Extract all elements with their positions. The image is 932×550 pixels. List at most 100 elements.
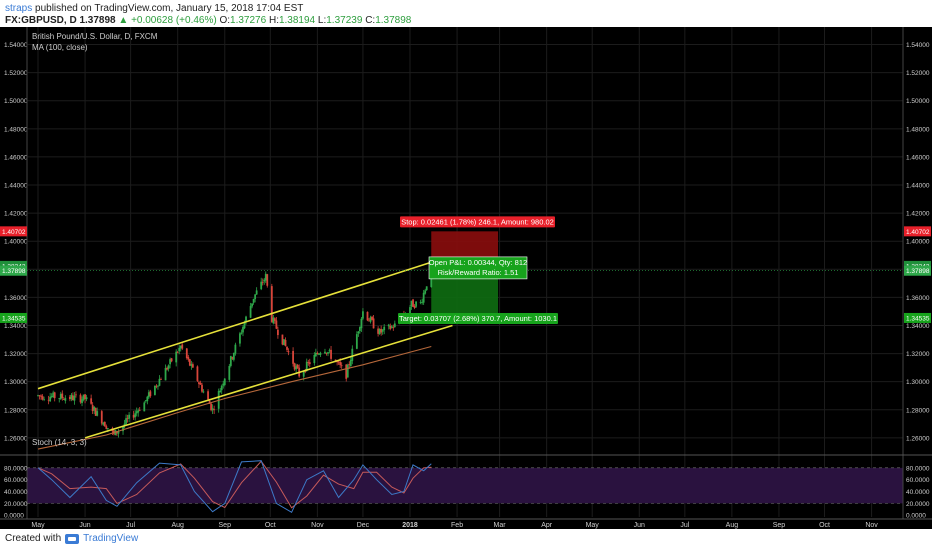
price-marker-target-right [904, 312, 931, 323]
high-label: H: [268, 15, 279, 26]
candle-body [106, 428, 109, 429]
price-chart-svg[interactable]: May Jun Jul Aug Sep Oct Nov Dec 2018 Feb Mar Apr May… [0, 27, 932, 529]
candle-body [68, 396, 71, 400]
candle-body [319, 352, 322, 355]
candle-body [100, 411, 103, 424]
candle-body [275, 320, 278, 329]
candle-body [125, 418, 127, 424]
candle-body [239, 333, 241, 344]
candle-body [252, 298, 255, 303]
x-tick-label: 2018 [402, 522, 418, 529]
y-tick-label-left: 1.36000 [4, 295, 28, 302]
stoch-band-fill [27, 467, 903, 504]
price-marker-text-stop-right: 1.40702 [906, 229, 930, 236]
candle-body [91, 405, 94, 412]
candle-body [292, 350, 294, 364]
candle-body [232, 352, 235, 360]
candle-body [228, 366, 231, 380]
candle-body [277, 329, 279, 336]
candle-body [325, 352, 328, 354]
y-tick-label-right: 1.26000 [906, 435, 930, 442]
tradingview-link[interactable]: TradingView [83, 533, 139, 544]
candle-body [255, 290, 258, 295]
candle-body [50, 396, 53, 398]
candle-body [211, 408, 214, 411]
published-text: published on TradingView.com, January 15… [35, 3, 304, 14]
pnl-box [428, 256, 528, 280]
candle-body [360, 318, 363, 329]
created-with-text: Created with [5, 533, 62, 544]
candle-body [264, 273, 267, 281]
candle-body [307, 362, 310, 364]
y-tick-label-left: 1.54000 [4, 42, 28, 49]
stoch-y-tick-left: 60.0000 [4, 477, 28, 484]
x-tick-label: May [586, 522, 600, 529]
stoch-indicator-label: Stoch (14, 3, 3) [32, 438, 87, 447]
candle-body [380, 328, 383, 333]
ohlc-line: FX:GBPUSD, D 1.37898 ▲ +0.00628 (+0.46%)… [5, 15, 411, 26]
y-tick-label-left: 1.32000 [4, 351, 28, 358]
candle-body [337, 361, 340, 363]
candle-body [272, 317, 275, 324]
price-marker-stop-right [904, 226, 931, 237]
tradingview-logo-icon [65, 533, 80, 544]
candle-body [368, 320, 370, 322]
target-label-text: Target: 0.03707 (2.68%) 370.7, Amount: 1… [399, 314, 557, 323]
candle-body [188, 359, 191, 366]
candle-body [82, 394, 85, 400]
y-tick-label-left: 1.26000 [4, 435, 28, 442]
x-tick-label: Aug [726, 522, 739, 529]
channel-lower-line [84, 324, 453, 439]
candle-body [415, 301, 417, 307]
x-tick-label: Oct [819, 522, 830, 529]
candle-body [302, 371, 305, 377]
x-tick-label: Feb [451, 522, 463, 529]
candle-body [79, 394, 82, 403]
x-tick-label: Apr [541, 522, 553, 529]
candle-body [409, 307, 411, 315]
candle-body [198, 382, 200, 384]
candle-body [348, 364, 351, 366]
candle-body [231, 357, 234, 359]
x-tick-label: May [31, 522, 45, 529]
candle-body [242, 327, 244, 333]
target-label-box [398, 312, 558, 324]
candle-body [202, 391, 205, 393]
candle-body [132, 414, 135, 418]
candle-body [84, 394, 86, 400]
candle-body [222, 383, 225, 386]
candle-body [340, 365, 343, 367]
candle-body [422, 292, 425, 303]
x-tick-label: Nov [311, 522, 324, 529]
author-link[interactable]: straps [5, 3, 33, 14]
chart-title: British Pound/U.S. Dollar, D, FXCM [32, 32, 158, 41]
open-value: 1.37276 [230, 15, 267, 26]
chart-area[interactable]: May Jun Jul Aug Sep Oct Nov Dec 2018 Feb Mar Apr May… [0, 27, 932, 529]
candle-body [220, 385, 223, 391]
x-tick-label: Jun [634, 522, 645, 529]
candle-body [393, 323, 396, 328]
y-tick-label-left: 1.28000 [4, 407, 28, 414]
candle-body [308, 362, 311, 365]
y-tick-label-right: 1.36000 [906, 295, 930, 302]
candle-body [392, 327, 395, 329]
candle-body [413, 306, 416, 308]
candle-body [93, 406, 96, 411]
candle-body [273, 318, 276, 321]
y-tick-label-right: 1.44000 [906, 183, 930, 190]
moving-average-line [37, 345, 432, 450]
stoch-y-tick-right: 40.0000 [906, 489, 930, 496]
y-tick-label-left: 1.46000 [4, 154, 28, 161]
ma-indicator-label: MA (100, close) [32, 43, 88, 52]
candle-body [366, 311, 369, 321]
candle-body [371, 316, 373, 320]
y-tick-label-right: 1.32000 [906, 351, 930, 358]
channel-upper-line [37, 261, 432, 390]
candle-body [358, 327, 361, 332]
candle-body [336, 361, 339, 363]
candle-body [41, 396, 44, 400]
candle-body [160, 379, 162, 380]
candle-body [179, 345, 182, 349]
candle-body [389, 326, 392, 329]
candle-body [187, 357, 190, 360]
